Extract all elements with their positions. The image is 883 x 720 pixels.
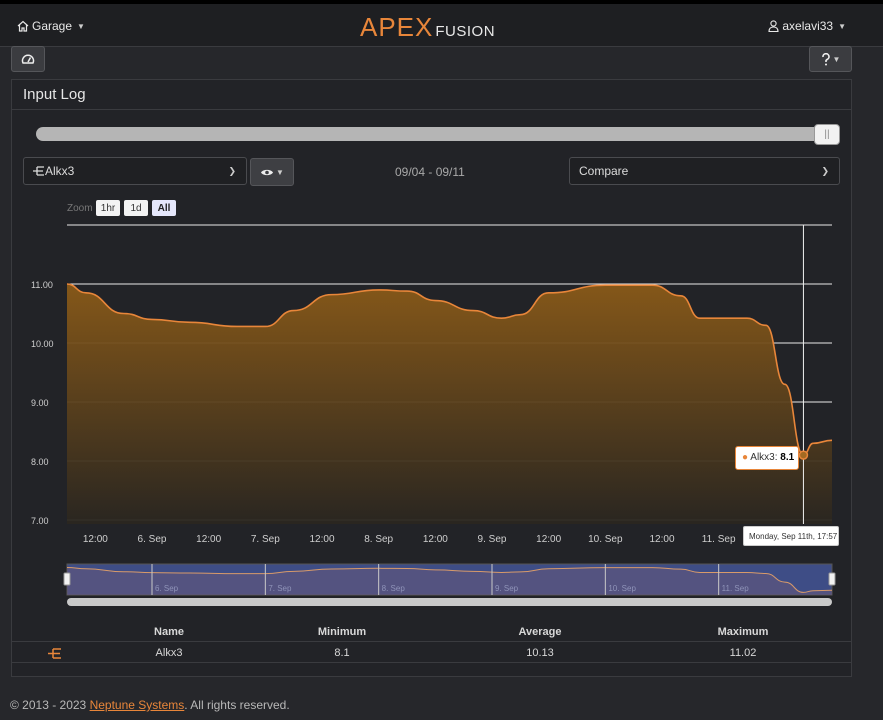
top-navbar: Garage ▼ APEX FUSION axelavi33 ▼ xyxy=(0,0,883,47)
help-button[interactable]: ▼ xyxy=(809,46,852,72)
stats-row: Alkx3 8.1 10.13 11.02 xyxy=(12,643,851,663)
navigator-line xyxy=(66,566,833,593)
user-icon xyxy=(768,20,779,32)
x-tick-label: 12:00 xyxy=(649,534,674,545)
date-range-slider-track[interactable] xyxy=(36,127,840,141)
caret-down-icon: ▼ xyxy=(276,167,284,177)
input-log-chart[interactable]: 7.00 8.00 9.00 10.00 11.00 12:00 6. Sep 12:00 7.… xyxy=(12,80,853,610)
compare-select-value: Compare xyxy=(579,164,629,178)
zoom-all-button[interactable]: All xyxy=(152,200,176,216)
user-menu[interactable]: axelavi33 ▼ xyxy=(768,19,846,33)
chevron-down-icon: ❯ xyxy=(228,166,236,176)
zoom-1d-button[interactable]: 1d xyxy=(124,200,148,216)
x-tick-label: 12:00 xyxy=(309,534,334,545)
probe-select[interactable]: Alkx3 ❯ xyxy=(23,157,247,185)
stats-average: 10.13 xyxy=(526,647,554,659)
navigator-tick-label: 9. Sep xyxy=(495,584,519,593)
dashboard-button[interactable] xyxy=(11,46,45,72)
zoom-label: Zoom xyxy=(67,203,93,214)
navigator-left-handle[interactable] xyxy=(63,572,71,586)
y-tick-label: 10.00 xyxy=(31,339,54,349)
navigator-right-handle[interactable] xyxy=(828,572,836,586)
x-tick-label: 9. Sep xyxy=(478,534,507,545)
apex-fusion-logo: APEX FUSION xyxy=(360,12,495,43)
input-log-panel: Input Log || Alkx3 ❯ ▼ 09/04 - 09/11 Com… xyxy=(11,79,852,677)
garage-menu[interactable]: Garage ▼ xyxy=(17,19,85,33)
x-tick-label: 12:00 xyxy=(423,534,448,545)
stats-name: Alkx3 xyxy=(155,647,183,659)
x-tick-label: 12:00 xyxy=(196,534,221,545)
y-tick-label: 9.00 xyxy=(31,398,49,408)
garage-label: Garage xyxy=(32,19,73,33)
neptune-systems-link[interactable]: Neptune Systems xyxy=(89,698,185,712)
x-tick-label: 10. Sep xyxy=(588,534,623,545)
series-line-alkx3 xyxy=(66,283,833,456)
x-tick-label: 6. Sep xyxy=(138,534,167,545)
series-area-alkx3 xyxy=(67,284,832,524)
tooltip-value: 8.1 xyxy=(780,452,795,463)
y-tick-label: 7.00 xyxy=(31,516,49,526)
compare-select[interactable]: Compare ❯ xyxy=(569,157,840,185)
stats-header-minimum: Minimum xyxy=(317,626,367,638)
help-icon xyxy=(821,52,830,65)
footer-suffix: . All rights reserved. xyxy=(184,698,290,712)
x-tick-label: 8. Sep xyxy=(364,534,393,545)
navigator-area xyxy=(67,567,832,595)
y-tick-label: 11.00 xyxy=(31,280,53,290)
x-tick-label: 12:00 xyxy=(83,534,108,545)
footer: © 2013 - 2023 Neptune Systems. All right… xyxy=(10,698,290,712)
username: axelavi33 xyxy=(782,19,834,33)
home-icon xyxy=(17,20,29,32)
footer-prefix: © 2013 - 2023 xyxy=(10,698,90,712)
logo-apex: APEX xyxy=(360,12,434,42)
tooltip-series-name: Alkx3 xyxy=(750,452,775,463)
stats-header-row: Name Minimum Average Maximum xyxy=(12,622,851,642)
caret-down-icon: ▼ xyxy=(832,54,841,64)
visibility-button[interactable]: ▼ xyxy=(250,158,294,186)
probe-select-value: Alkx3 xyxy=(45,164,75,178)
x-tick-label: 7. Sep xyxy=(251,534,280,545)
caret-down-icon: ▼ xyxy=(77,21,85,31)
zoom-1hr-button[interactable]: 1hr xyxy=(96,200,120,216)
date-range-label: 09/04 - 09/11 xyxy=(395,165,465,179)
stats-minimum: 8.1 xyxy=(334,647,350,659)
timestamp-tooltip: Monday, Sep 11th, 17:57 xyxy=(743,526,839,546)
dashboard-gauge-icon xyxy=(21,54,35,64)
stats-header-average: Average xyxy=(518,626,562,638)
x-tick-label: 11. Sep xyxy=(702,534,736,545)
navigator-tick-label: 11. Sep xyxy=(722,584,750,593)
date-range-slider-handle[interactable]: || xyxy=(814,124,840,145)
input-probe-icon xyxy=(33,166,44,176)
stats-header-maximum: Maximum xyxy=(717,626,769,638)
panel-title: Input Log xyxy=(12,80,851,110)
x-tick-label: 12:00 xyxy=(536,534,561,545)
navigator-tick-label: 7. Sep xyxy=(268,584,292,593)
navigator-scrollbar[interactable] xyxy=(67,598,832,606)
navigator-tick-label: 10. Sep xyxy=(608,584,636,593)
stats-header-name: Name xyxy=(154,626,184,638)
y-tick-label: 8.00 xyxy=(31,457,49,467)
hover-point xyxy=(798,450,809,460)
caret-down-icon: ▼ xyxy=(838,21,846,31)
series-tooltip: ● Alkx3: 8.1 xyxy=(735,446,799,470)
chevron-down-icon: ❯ xyxy=(821,166,829,176)
input-probe-icon xyxy=(48,648,61,659)
navigator-tick-label: 8. Sep xyxy=(382,584,406,593)
navigator-tick-label: 6. Sep xyxy=(155,584,179,593)
logo-fusion: FUSION xyxy=(435,23,496,40)
stats-maximum: 11.02 xyxy=(729,647,757,659)
eye-icon xyxy=(261,169,274,175)
